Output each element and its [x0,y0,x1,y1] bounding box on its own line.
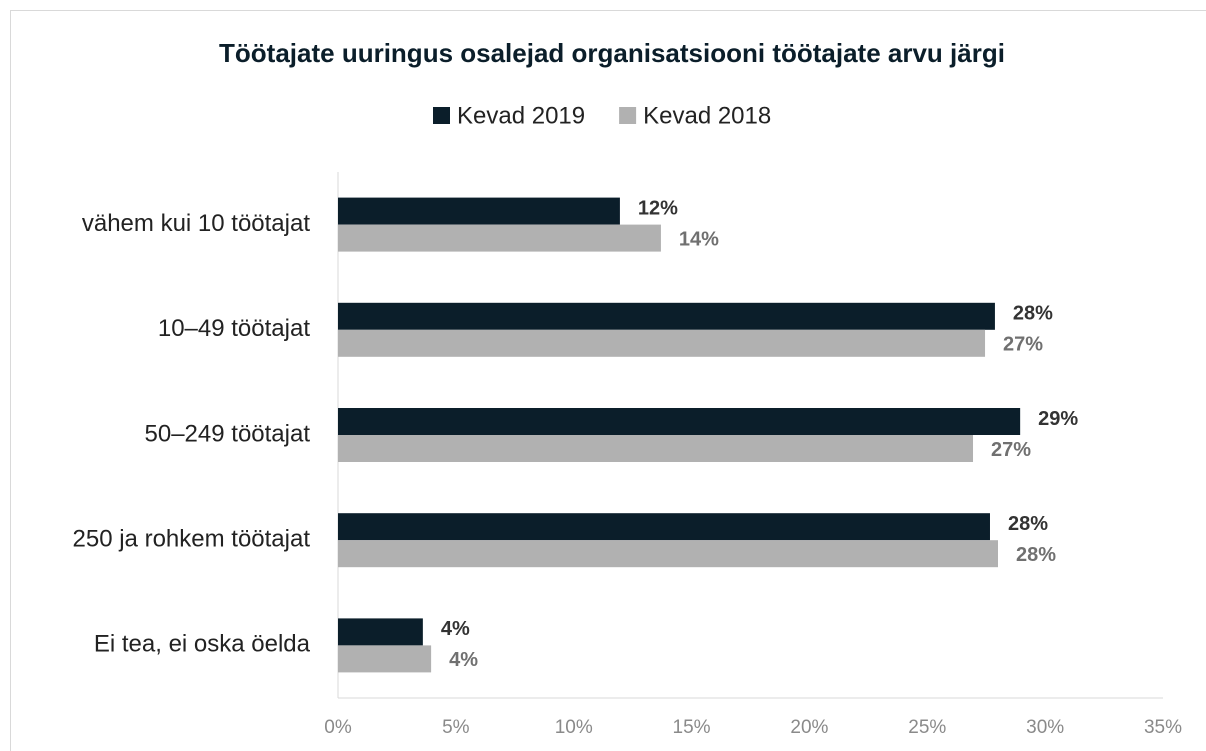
x-tick-label: 5% [442,717,470,738]
data-label: 27% [991,439,1031,461]
data-label: 28% [1008,513,1048,535]
data-label: 12% [638,197,678,219]
category-label: vähem kui 10 töötajat [82,210,310,237]
category-label: 250 ja rohkem töötajat [73,526,311,553]
category-label: Ei tea, ei oska öelda [94,631,311,658]
bar [338,435,974,462]
legend-swatch [433,107,450,124]
x-tick-label: 30% [1026,717,1064,738]
chart-title: Töötajate uuringus osalejad organisatsio… [219,38,1005,68]
legend-label: Kevad 2018 [643,102,771,129]
bar [338,513,990,541]
bar [338,645,432,673]
data-label: 28% [1013,303,1053,325]
bar [338,224,661,252]
legend-label: Kevad 2019 [457,102,585,129]
bar [338,197,620,225]
category-label: 50–249 töötajat [145,420,311,447]
chart-border [10,10,1206,751]
bar [338,408,1021,435]
x-tick-label: 0% [324,717,352,738]
data-label: 28% [1016,544,1056,566]
bar [338,540,998,568]
category-label: 10–49 töötajat [158,315,310,342]
data-label: 29% [1038,408,1078,430]
data-label: 4% [441,618,470,640]
bar [338,329,986,357]
bar [338,618,423,646]
legend-swatch [619,107,637,124]
bar [338,302,995,330]
data-label: 14% [679,228,719,250]
x-tick-label: 10% [555,717,593,738]
data-label: 27% [1003,334,1043,356]
x-tick-label: 25% [908,717,946,738]
x-tick-label: 35% [1144,717,1182,738]
data-label: 4% [449,649,478,671]
x-tick-label: 15% [673,717,711,738]
x-tick-label: 20% [790,717,828,738]
